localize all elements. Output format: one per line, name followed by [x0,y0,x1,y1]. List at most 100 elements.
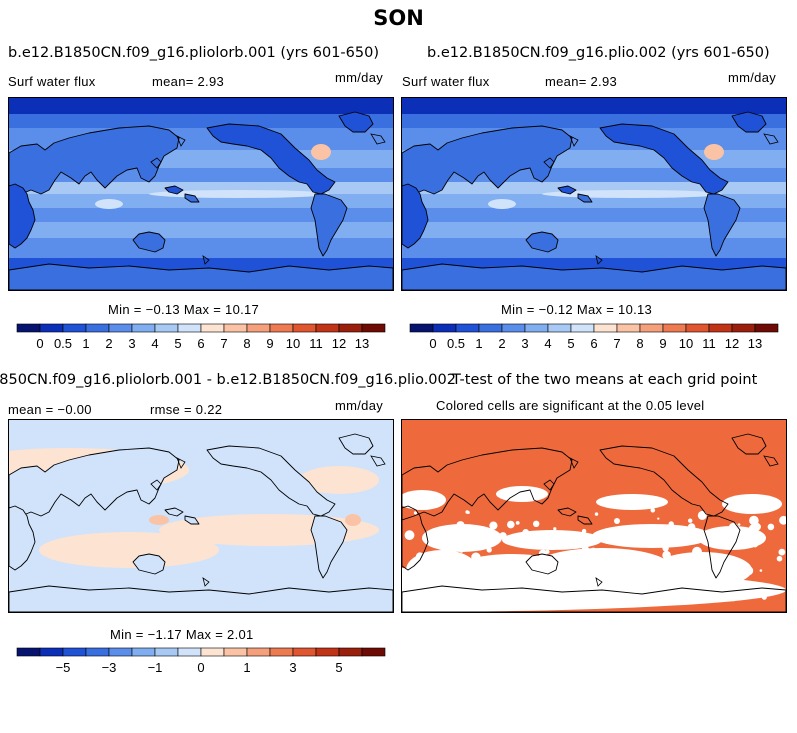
coastline [9,263,393,290]
colorbar-swatch [16,647,41,657]
panel-br-subtitle: Colored cells are significant at the 0.0… [436,398,705,413]
colorbar-swatch [524,323,549,333]
colorbar-swatch [223,323,248,333]
colorbar-tick-label: 1 [82,336,89,351]
colorbar-swatch [131,647,156,657]
colorbar-tick-label: 1 [475,336,482,351]
colorbar-tick-label: 9 [659,336,666,351]
panel-tr-units-label: mm/day [728,70,777,85]
colorbar-swatch [708,323,733,333]
coastline [599,123,729,195]
colorbar-tl: 0 0.5 1 2 3 4 5 6 7 8 9 10 11 12 13 [16,323,386,352]
colorbar-tick-label: 8 [243,336,250,351]
colorbar-tick-label: 8 [636,336,643,351]
coastline [164,185,184,195]
colorbar-swatch [455,323,480,333]
colorbar-swatch [154,323,179,333]
colorbar-tick-label: 13 [748,336,762,351]
colorbar-tick-label: 5 [335,660,342,675]
colorbar-swatch [108,647,133,657]
coastline [402,447,573,521]
colorbar-tick-label: 10 [679,336,693,351]
colorbar-swatch [432,323,457,333]
panel-tl-variable-label: Surf water flux [8,74,96,89]
coastline [731,111,767,133]
colorbar-swatch [409,323,434,333]
colorbar-tick-label: 0.5 [447,336,465,351]
colorbar-tick-label: 6 [590,336,597,351]
colorbar-swatch [269,323,294,333]
colorbar-bl: −5 −3 −1 0 1 3 5 [16,647,386,676]
colorbar-tick-label: 1 [243,660,250,675]
panel-tl-units-label: mm/day [335,70,384,85]
colorbar-swatch [85,323,110,333]
colorbar-swatch [754,323,779,333]
coastline [402,505,429,571]
colorbar-swatch [246,323,271,333]
coastline [731,433,767,455]
panel-tl-mean-label: mean= 2.93 [152,74,225,89]
panel-bl-map [8,419,394,613]
colorbar-swatch [315,323,340,333]
panel-bl-mean-label: mean = −0.00 [8,402,92,417]
colorbar-swatch [361,323,386,333]
coastline [525,553,559,575]
colorbar-swatch [39,323,64,333]
colorbar-tick-label: −3 [102,660,117,675]
colorbar-tick-label: 0.5 [54,336,72,351]
colorbar-swatch [246,647,271,657]
colorbar-swatch [338,323,363,333]
panel-bl-units-label: mm/day [335,398,384,413]
colorbar-swatch [639,323,664,333]
colorbar-swatch [501,323,526,333]
colorbar-tick-label: 0 [197,660,204,675]
coastline [599,445,729,517]
figure-title: SON [373,6,424,30]
colorbar-swatch [269,647,294,657]
colorbar-swatch [731,323,756,333]
colorbar-swatch [315,647,340,657]
colorbar-tick-label: 12 [725,336,739,351]
colorbar-swatch [200,323,225,333]
colorbar-tick-label: 9 [266,336,273,351]
colorbar-tick-label: 7 [613,336,620,351]
coastline [206,445,336,517]
colorbar-tick-label: 6 [197,336,204,351]
colorbar-tick-label: 4 [544,336,551,351]
colorbar-swatch [85,647,110,657]
panel-tr-minmax: Min = −0.12 Max = 10.13 [501,302,653,317]
colorbar-swatch [177,647,202,657]
colorbar-swatch [685,323,710,333]
colorbar-swatch [478,323,503,333]
colorbar-swatch [616,323,641,333]
coastline [402,125,573,199]
colorbar-swatch [223,647,248,657]
colorbar-tick-label: 2 [105,336,112,351]
coastline [703,515,741,579]
colorbar-swatch [593,323,618,333]
panel-tl-map [8,97,394,291]
coastline [184,515,200,525]
colorbar-swatch [292,647,317,657]
colorbar-tick-label: 7 [220,336,227,351]
panel-tr-variable-label: Surf water flux [402,74,490,89]
panel-tr-title: b.e12.B1850CN.f09_g16.plio.002 (yrs 601-… [427,45,770,61]
panel-br-map [401,419,787,613]
colorbar-tick-label: 3 [128,336,135,351]
coastline [9,505,36,571]
colorbar-tick-label: 12 [332,336,346,351]
colorbar-swatch [361,647,386,657]
colorbar-tick-label: 4 [151,336,158,351]
coastline [9,125,180,199]
coastline [557,507,577,517]
coastline [9,585,393,612]
colorbar-tick-label: 10 [286,336,300,351]
colorbar-swatch [662,323,687,333]
colorbar-tick-label: 3 [521,336,528,351]
coastline [338,433,374,455]
colorbar-swatch [39,647,64,657]
colorbar-tick-label: 5 [567,336,574,351]
colorbar-swatch [292,323,317,333]
colorbar-tick-label: 3 [289,660,296,675]
coastline [184,193,200,203]
